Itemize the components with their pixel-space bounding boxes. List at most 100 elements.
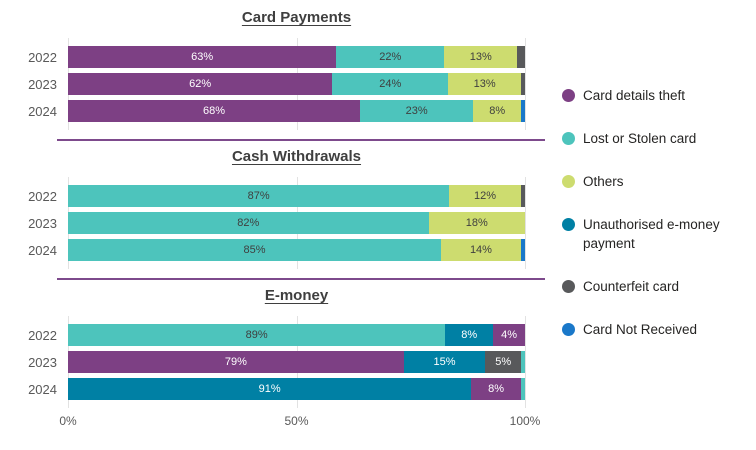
legend-item-lost-or-stolen-card[interactable]: Lost or Stolen card [562, 129, 750, 148]
bar-segment-unauthorised_emoney_payment[interactable]: 91% [68, 378, 472, 400]
plot-area-cash-withdrawals: 2022 87% 12% 2023 82% 18% 2024 85% 14% [0, 177, 548, 269]
bar-segment-card_not_received[interactable] [521, 100, 525, 122]
legend-swatch-icon [562, 323, 575, 336]
bar-segment-card_details_theft[interactable]: 62% [68, 73, 333, 95]
segment-value-label: 8% [489, 105, 506, 117]
year-label: 2024 [28, 242, 57, 258]
bar-segment-others[interactable]: 14% [441, 239, 521, 261]
chart-e-money: E-money 2022 89% 8% 4% 2023 79% 15% 5% 2024 91% 8% 0… [0, 287, 548, 430]
segment-value-label: 13% [469, 51, 492, 63]
segment-value-label: 68% [202, 105, 226, 117]
bar-row-2024: 2024 68% 23% 8% [0, 100, 525, 122]
legend-item-unauthorised-e-money-payment[interactable]: Unauthorised e-money payment [562, 215, 750, 253]
segment-value-label: 23% [405, 105, 428, 117]
x-axis-tick-100%: 100% [509, 414, 541, 428]
bar-segment-lost_or_stolen_card[interactable] [520, 378, 525, 400]
legend-swatch-icon [562, 89, 575, 102]
legend-label: Card Not Received [583, 322, 698, 337]
bar-segment-counterfeit_card[interactable] [521, 73, 525, 95]
year-label: 2022 [28, 327, 57, 343]
bar-segment-unauthorised_emoney_payment[interactable]: 15% [403, 351, 486, 373]
bar-track-2022: 87% 12% [68, 185, 525, 207]
segment-value-label: 24% [379, 78, 402, 90]
x-axis: 0% 50% 100% [59, 412, 540, 430]
legend-swatch-icon [562, 280, 575, 293]
legend-swatch-icon [562, 175, 575, 188]
charts-column: Card Payments 2022 63% 22% 13% 2023 62% 24% 13% 2… [0, 2, 548, 450]
legend-item-card-not-received[interactable]: Card Not Received [562, 320, 750, 339]
segment-value-label: 87% [247, 190, 270, 202]
chart-title-e-money: E-money [264, 287, 329, 304]
bar-segment-counterfeit_card[interactable]: 5% [485, 351, 522, 373]
segment-value-label: 4% [501, 329, 518, 341]
bar-segment-others[interactable]: 12% [449, 185, 521, 207]
year-label: 2023 [28, 215, 57, 231]
x-axis-tick-0%: 0% [59, 414, 77, 428]
bar-segment-unauthorised_emoney_payment[interactable]: 8% [445, 324, 494, 346]
bar-row-2022: 2022 63% 22% 13% [0, 46, 525, 68]
segment-value-label: 22% [379, 51, 402, 63]
legend-label: Lost or Stolen card [583, 131, 697, 146]
gridline-100% [525, 38, 526, 130]
segment-value-label: 63% [191, 51, 214, 63]
segment-value-label: 18% [465, 217, 488, 229]
bar-row-2023: 2023 62% 24% 13% [0, 73, 525, 95]
year-label: 2024 [28, 103, 57, 119]
year-label: 2022 [28, 49, 57, 65]
bar-row-2023: 2023 79% 15% 5% [0, 351, 526, 373]
bar-segment-lost_or_stolen_card[interactable]: 22% [336, 46, 445, 68]
section-divider [57, 278, 545, 280]
legend-label: Counterfeit card [583, 279, 680, 294]
bar-segment-lost_or_stolen_card[interactable]: 87% [68, 185, 450, 207]
bar-track-2024: 85% 14% [68, 239, 525, 261]
bar-segment-lost_or_stolen_card[interactable]: 24% [332, 73, 449, 95]
segment-value-label: 85% [243, 244, 266, 256]
bar-segment-others[interactable]: 13% [444, 46, 518, 68]
bar-track-2023: 79% 15% 5% [68, 351, 526, 373]
segment-value-label: 12% [474, 190, 497, 202]
bar-track-2023: 62% 24% 13% [68, 73, 525, 95]
bar-track-2022: 89% 8% 4% [68, 324, 525, 346]
segment-value-label: 62% [189, 78, 212, 90]
chart-title-card-payments: Card Payments [241, 9, 352, 26]
bar-segment-counterfeit_card[interactable] [517, 46, 525, 68]
legend-item-counterfeit-card[interactable]: Counterfeit card [562, 277, 750, 296]
bar-segment-card_details_theft[interactable]: 4% [493, 324, 525, 346]
bar-track-2022: 63% 22% 13% [68, 46, 525, 68]
bar-segment-lost_or_stolen_card[interactable]: 82% [68, 212, 429, 234]
bar-segment-counterfeit_card[interactable] [520, 185, 525, 207]
segment-value-label: 91% [258, 383, 281, 395]
bar-segment-others[interactable]: 13% [448, 73, 522, 95]
segment-value-label: 8% [488, 383, 505, 395]
bar-segment-card_details_theft[interactable]: 79% [68, 351, 404, 373]
legend-item-others[interactable]: Others [562, 172, 750, 191]
segment-value-label: 5% [495, 356, 512, 368]
bar-segment-lost_or_stolen_card[interactable] [521, 351, 526, 373]
bar-segment-card_not_received[interactable] [520, 239, 525, 261]
chart-title-cash-withdrawals: Cash Withdrawals [231, 148, 362, 165]
bar-track-2024: 68% 23% 8% [68, 100, 525, 122]
plot-area-card-payments: 2022 63% 22% 13% 2023 62% 24% 13% 2024 68% 23% 8% [0, 38, 548, 130]
bar-segment-card_details_theft[interactable]: 68% [68, 100, 361, 122]
bar-segment-lost_or_stolen_card[interactable]: 23% [360, 100, 474, 122]
plot-area-e-money: 2022 89% 8% 4% 2023 79% 15% 5% 2024 91% 8% [0, 316, 548, 408]
bar-segment-others[interactable]: 8% [473, 100, 522, 122]
segment-value-label: 8% [461, 329, 478, 341]
segment-value-label: 89% [245, 329, 268, 341]
bar-segment-card_details_theft[interactable]: 63% [68, 46, 337, 68]
bar-segment-lost_or_stolen_card[interactable]: 85% [68, 239, 442, 261]
bar-segment-others[interactable]: 18% [428, 212, 525, 234]
legend-item-card-details-theft[interactable]: Card details theft [562, 86, 750, 105]
legend-label: Others [583, 174, 624, 189]
legend-swatch-icon [562, 132, 575, 145]
bar-segment-lost_or_stolen_card[interactable]: 89% [68, 324, 446, 346]
segment-value-label: 79% [224, 356, 247, 368]
legend-swatch-icon [562, 218, 575, 231]
bar-segment-card_details_theft[interactable]: 8% [471, 378, 521, 400]
bar-row-2024: 2024 91% 8% [0, 378, 525, 400]
bar-track-2023: 82% 18% [68, 212, 525, 234]
bar-row-2023: 2023 82% 18% [0, 212, 525, 234]
year-label: 2023 [28, 354, 57, 370]
bar-rows: 2022 87% 12% 2023 82% 18% 2024 85% 14% [0, 185, 525, 261]
